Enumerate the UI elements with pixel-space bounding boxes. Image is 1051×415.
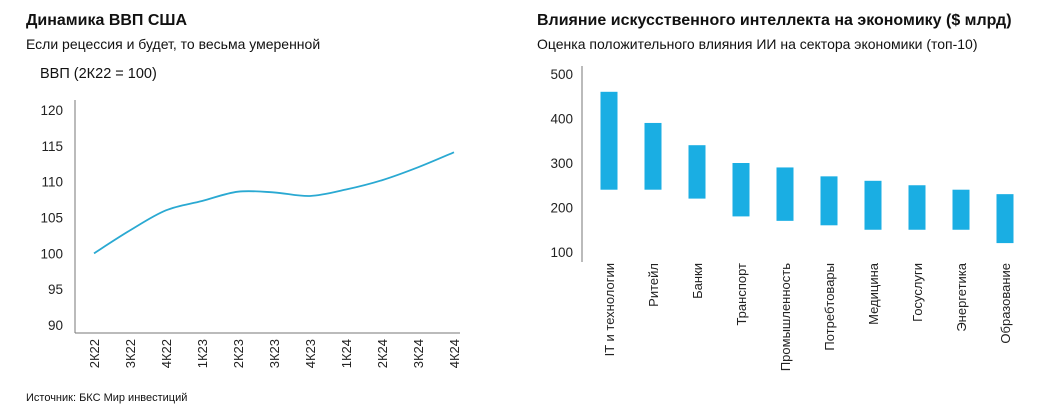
- x-tick-label: 2К24: [375, 339, 390, 368]
- x-tick-label: Промышленность: [778, 263, 793, 371]
- y-tick-label: 200: [550, 201, 573, 216]
- x-tick-label: Транспорт: [734, 263, 749, 326]
- bar: [996, 194, 1014, 244]
- ai-impact-bar-chart: 100 200 300 400 500 IT и технологии Ритейл Банк…: [550, 66, 1014, 371]
- bar: [776, 167, 794, 221]
- x-tick-label: 1К23: [195, 339, 210, 368]
- bar: [732, 163, 750, 217]
- bar: [864, 180, 882, 230]
- bar: [644, 122, 662, 190]
- x-tick-label: IT и технологии: [602, 263, 617, 356]
- gdp-line-chart: 90 95 100 105 110 115 120 2К22 3К22 4К22 1К23 2К23 3…: [40, 100, 462, 368]
- x-tick-label: Банки: [690, 263, 705, 299]
- left-chart-unit-label: ВВП (2К22 = 100): [40, 66, 157, 82]
- x-tick-label: Энергетика: [954, 262, 969, 331]
- x-tick-label: 3К24: [411, 339, 426, 368]
- source-note: Источник: БКС Мир инвестиций: [26, 392, 188, 404]
- bar: [600, 91, 618, 190]
- bar: [688, 145, 706, 199]
- x-tick-label: Ритейл: [646, 263, 661, 307]
- right-chart-subtitle: Оценка положительного влияния ИИ на сект…: [537, 36, 978, 52]
- y-tick-label: 400: [550, 112, 573, 127]
- x-tick-label: 2К22: [87, 339, 102, 368]
- left-chart-subtitle: Если рецессия и будет, то весьма умеренн…: [26, 36, 321, 52]
- y-tick-label: 100: [550, 245, 573, 260]
- x-tick-label: 1К24: [339, 339, 354, 368]
- y-tick-label: 110: [41, 175, 63, 190]
- x-tick-label: Медицина: [866, 262, 881, 325]
- gdp-series-line: [93, 151, 455, 255]
- x-tick-label: 2К23: [231, 339, 246, 368]
- x-tick-label: Госуслуги: [910, 263, 925, 322]
- y-tick-label: 105: [40, 211, 63, 226]
- x-tick-label: 3К23: [267, 339, 282, 368]
- y-tick-label: 115: [41, 139, 63, 154]
- bar: [908, 185, 926, 230]
- x-tick-label: 4К23: [303, 339, 318, 368]
- y-tick-label: 120: [40, 103, 63, 118]
- x-tick-label: Образование: [998, 263, 1013, 344]
- bar: [952, 189, 970, 230]
- x-tick-label: 3К22: [123, 339, 138, 368]
- y-tick-label: 90: [48, 318, 63, 333]
- x-tick-label: 4К22: [159, 339, 174, 368]
- y-tick-label: 500: [550, 67, 573, 82]
- y-tick-label: 100: [40, 246, 63, 261]
- x-tick-label: 4К24: [447, 339, 462, 368]
- x-tick-label: Потребтовары: [822, 263, 837, 351]
- right-chart-title: Влияние искусственного интеллекта на эко…: [537, 12, 1012, 29]
- left-chart-title: Динамика ВВП США: [26, 12, 188, 29]
- bar: [820, 176, 838, 226]
- y-tick-label: 300: [550, 156, 573, 171]
- y-tick-label: 95: [48, 282, 63, 297]
